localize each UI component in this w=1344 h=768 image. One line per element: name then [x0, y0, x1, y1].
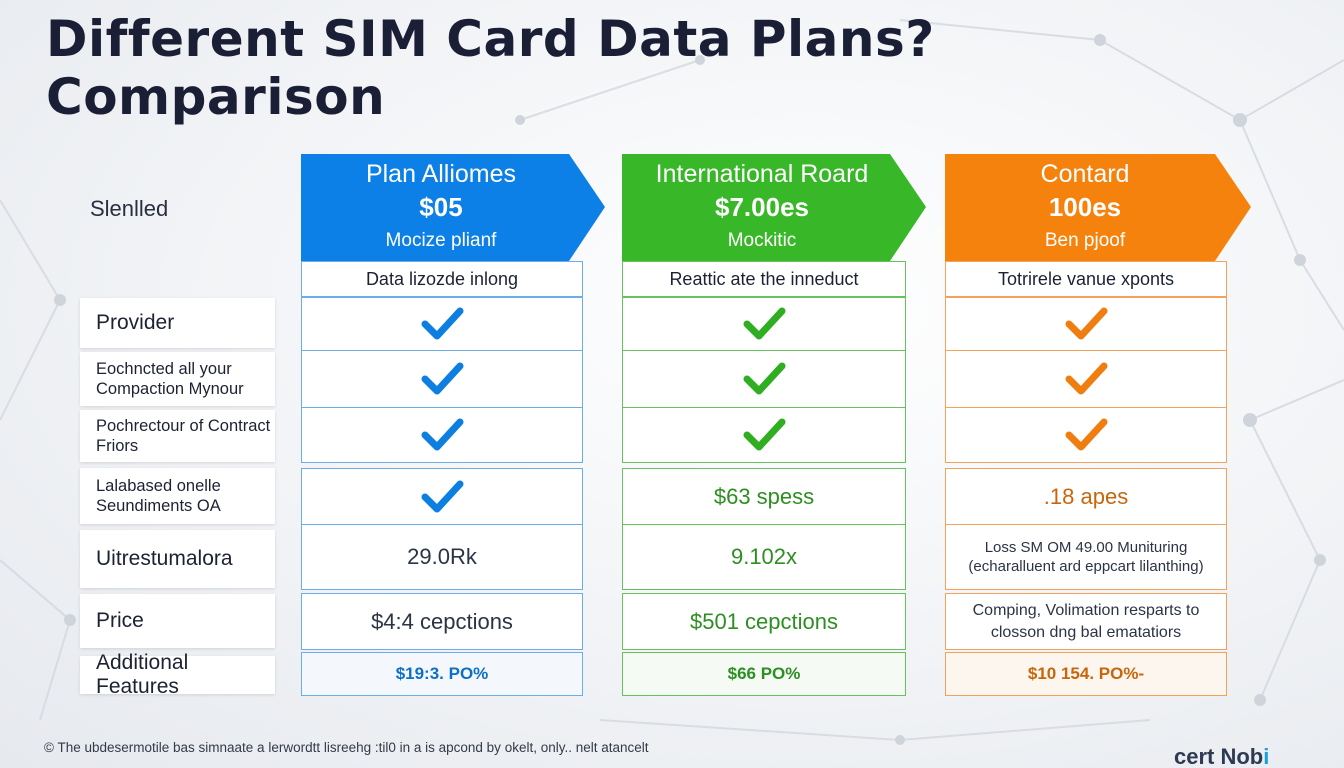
check-cell — [622, 350, 906, 408]
plan-subheader-1: Data lizozde inlong — [301, 261, 583, 297]
value-cell: $4:4 cepctions — [301, 593, 583, 650]
value-cell: Loss SM OM 49.00 Munituring (echaralluen… — [945, 524, 1227, 590]
row-label-additional-features: Additional Features — [80, 651, 275, 698]
check-cell — [945, 350, 1227, 408]
checkmark-icon — [421, 307, 464, 340]
plan-price: $05 — [419, 192, 463, 222]
value-cell: Comping, Volimation resparts to closson … — [945, 593, 1227, 650]
check-cell — [301, 468, 583, 525]
brand-logo: cert Nobi — [1174, 744, 1269, 768]
checkmark-icon — [743, 418, 786, 451]
checkmark-icon — [1065, 307, 1108, 340]
value-cell: $10 154. PO%- — [945, 652, 1227, 696]
row-label-4: Lalabased onelle Seundiments OA — [80, 468, 275, 524]
footer-note: © The ubdesermotile bas simnaate a lerwo… — [44, 740, 649, 755]
plan-price: 100es — [1048, 192, 1122, 222]
value-cell: $66 PO% — [622, 652, 906, 696]
row-label-provider: Provider — [80, 298, 275, 348]
value-cell: $19:3. PO% — [301, 652, 583, 696]
logo-accent: i — [1263, 744, 1270, 768]
plan-name: Contard — [1040, 160, 1130, 188]
checkmark-icon — [421, 418, 464, 451]
value-cell: $501 cepctions — [622, 593, 906, 650]
check-cell — [945, 407, 1227, 463]
checkmark-icon — [743, 362, 786, 395]
value-cell: 9.102x — [622, 524, 906, 590]
plan-sub: Mockitic — [727, 230, 797, 251]
plan-header-3: Contard 100es Ben pjoof — [945, 154, 1251, 261]
row-label-2: Eochncted all your Compaction Mynour — [80, 352, 275, 406]
row-label-3: Pochrectour of Contract Friors — [80, 410, 275, 462]
plan-header-1: Plan Alliomes $05 Mocize plianf — [301, 154, 605, 261]
row-label-price: Price — [80, 594, 275, 648]
checkmark-icon — [1065, 362, 1108, 395]
row-label-5: Uitrestumalora — [80, 530, 275, 588]
checkmark-icon — [743, 307, 786, 340]
checkmark-icon — [421, 480, 464, 512]
check-cell — [622, 407, 906, 463]
plan-subheader-2: Reattic ate the inneduct — [622, 261, 906, 297]
check-cell — [945, 297, 1227, 351]
check-cell — [622, 297, 906, 351]
plan-name: Plan Alliomes — [365, 160, 517, 188]
plan-sub: Mocize plianf — [385, 230, 497, 251]
checkmark-icon — [1065, 418, 1108, 451]
plan-subheader-3: Totrirele vanue xponts — [945, 261, 1227, 297]
plan-name: International Roard — [655, 160, 869, 188]
check-cell — [301, 350, 583, 408]
checkmark-icon — [421, 362, 464, 395]
check-cell — [301, 297, 583, 351]
logo-text: cert Nob — [1174, 744, 1264, 768]
check-cell — [301, 407, 583, 463]
value-cell: .18 apes — [945, 468, 1227, 525]
plan-price: $7.00es — [715, 192, 809, 222]
plan-header-2: International Roard $7.00es Mockitic — [622, 154, 926, 261]
side-label: Slenlled — [90, 196, 169, 221]
value-cell: 29.0Rk — [301, 524, 583, 590]
page-title: Different SIM Card Data Plans? Compariso… — [46, 10, 935, 126]
plan-sub: Ben pjoof — [1044, 230, 1126, 251]
value-cell: $63 spess — [622, 468, 906, 525]
